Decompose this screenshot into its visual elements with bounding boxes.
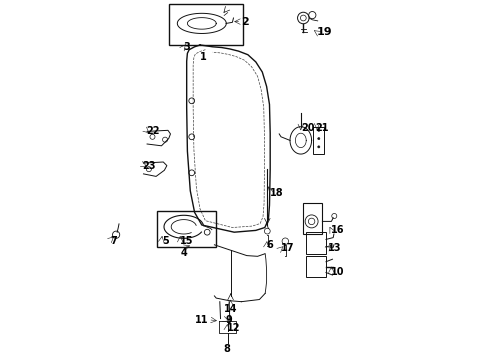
Text: 9: 9 <box>225 315 232 325</box>
Text: 20: 20 <box>301 123 314 133</box>
Text: 14: 14 <box>224 304 237 314</box>
Text: 23: 23 <box>143 161 156 171</box>
Text: 22: 22 <box>146 126 160 136</box>
Text: 5: 5 <box>162 236 169 246</box>
Text: 1: 1 <box>200 52 207 62</box>
Text: 21: 21 <box>315 123 329 133</box>
Bar <box>314 127 324 154</box>
Text: 4: 4 <box>180 248 187 258</box>
Text: 17: 17 <box>281 243 294 253</box>
Text: 12: 12 <box>227 323 241 333</box>
Text: 2: 2 <box>242 17 249 27</box>
Text: 6: 6 <box>267 240 273 250</box>
Circle shape <box>318 138 320 140</box>
Text: 7: 7 <box>110 236 117 246</box>
Text: 16: 16 <box>331 225 345 235</box>
Circle shape <box>318 129 320 131</box>
Text: 3: 3 <box>184 42 191 52</box>
Bar <box>157 211 216 247</box>
Circle shape <box>318 146 320 148</box>
Text: 10: 10 <box>331 267 345 277</box>
Bar <box>306 232 326 254</box>
Text: 15: 15 <box>180 236 194 246</box>
Bar <box>306 256 326 277</box>
Text: 8: 8 <box>223 344 230 354</box>
Text: 11: 11 <box>195 315 208 325</box>
Bar <box>303 203 322 234</box>
Text: 18: 18 <box>270 188 284 198</box>
Text: 19: 19 <box>317 27 333 37</box>
Bar <box>170 4 243 45</box>
Text: 13: 13 <box>328 243 342 253</box>
